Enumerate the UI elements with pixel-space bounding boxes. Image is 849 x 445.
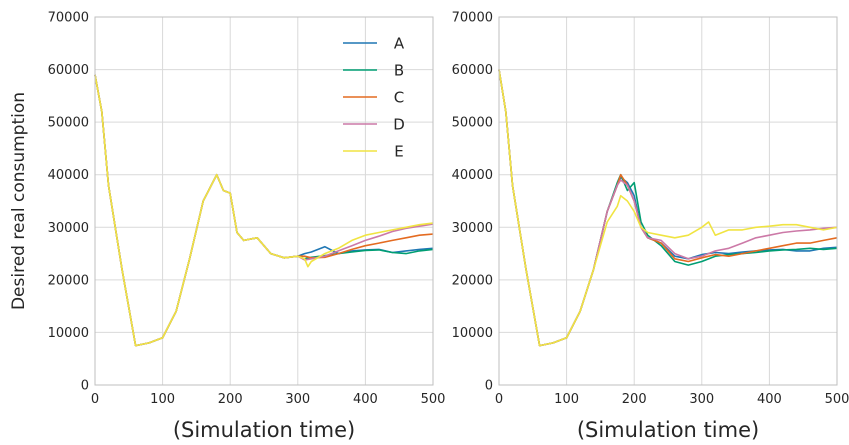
y-tick-label: 20000: [48, 273, 89, 288]
y-tick-label: 60000: [48, 63, 89, 78]
chart-panel-2: 0 100 200 300 400 500 0 10000 20000 30000 40000 500…: [452, 11, 849, 443]
y-tick-label: 60000: [452, 63, 493, 78]
x-tick-label: 400: [353, 392, 378, 407]
x-tick-label: 500: [421, 392, 446, 407]
y-tick-label: 10000: [452, 326, 493, 341]
y-axis-label: Desired real consumption: [9, 92, 29, 310]
plot-area: [95, 17, 433, 385]
y-tick-label: 20000: [452, 273, 493, 288]
y-tick-label: 30000: [452, 221, 493, 236]
x-tick-label: 100: [150, 392, 175, 407]
legend-label-c: C: [394, 89, 404, 107]
x-tick-label: 300: [689, 392, 714, 407]
legend-label-a: A: [394, 35, 405, 53]
y-tick-label: 70000: [48, 11, 89, 26]
y-tick-label: 70000: [452, 11, 493, 26]
series-line-e: [498, 69, 838, 347]
legend-label-e: E: [394, 143, 403, 161]
y-tick-label: 0: [81, 379, 89, 394]
x-tick-label: 0: [495, 392, 503, 407]
legend-label-b: B: [394, 62, 404, 80]
x-axis-label: (Simulation time): [577, 418, 759, 442]
y-tick-label: 30000: [48, 221, 89, 236]
x-axis-label: (Simulation time): [173, 418, 355, 442]
axes-frame: [94, 16, 434, 386]
legend-label-d: D: [393, 116, 405, 134]
x-tick-label: 200: [622, 392, 647, 407]
y-tick-label: 40000: [48, 168, 89, 183]
x-tick-label: 200: [218, 392, 243, 407]
y-tick-label: 50000: [452, 116, 493, 131]
y-tick-label: 10000: [48, 326, 89, 341]
x-tick-label: 0: [91, 392, 99, 407]
x-tick-label: 300: [285, 392, 310, 407]
chart-panel-1: 0 100 200 300 400 500 0 10000 20000 30000 40000 500…: [48, 11, 446, 443]
x-tick-label: 500: [825, 392, 849, 407]
series-line-e: [94, 74, 434, 347]
y-tick-label: 40000: [452, 168, 493, 183]
y-tick-label: 50000: [48, 116, 89, 131]
plot-area: [499, 17, 837, 385]
x-tick-label: 100: [554, 392, 579, 407]
axes-frame: [498, 16, 838, 386]
y-tick-label: 0: [485, 379, 493, 394]
x-tick-label: 400: [757, 392, 782, 407]
